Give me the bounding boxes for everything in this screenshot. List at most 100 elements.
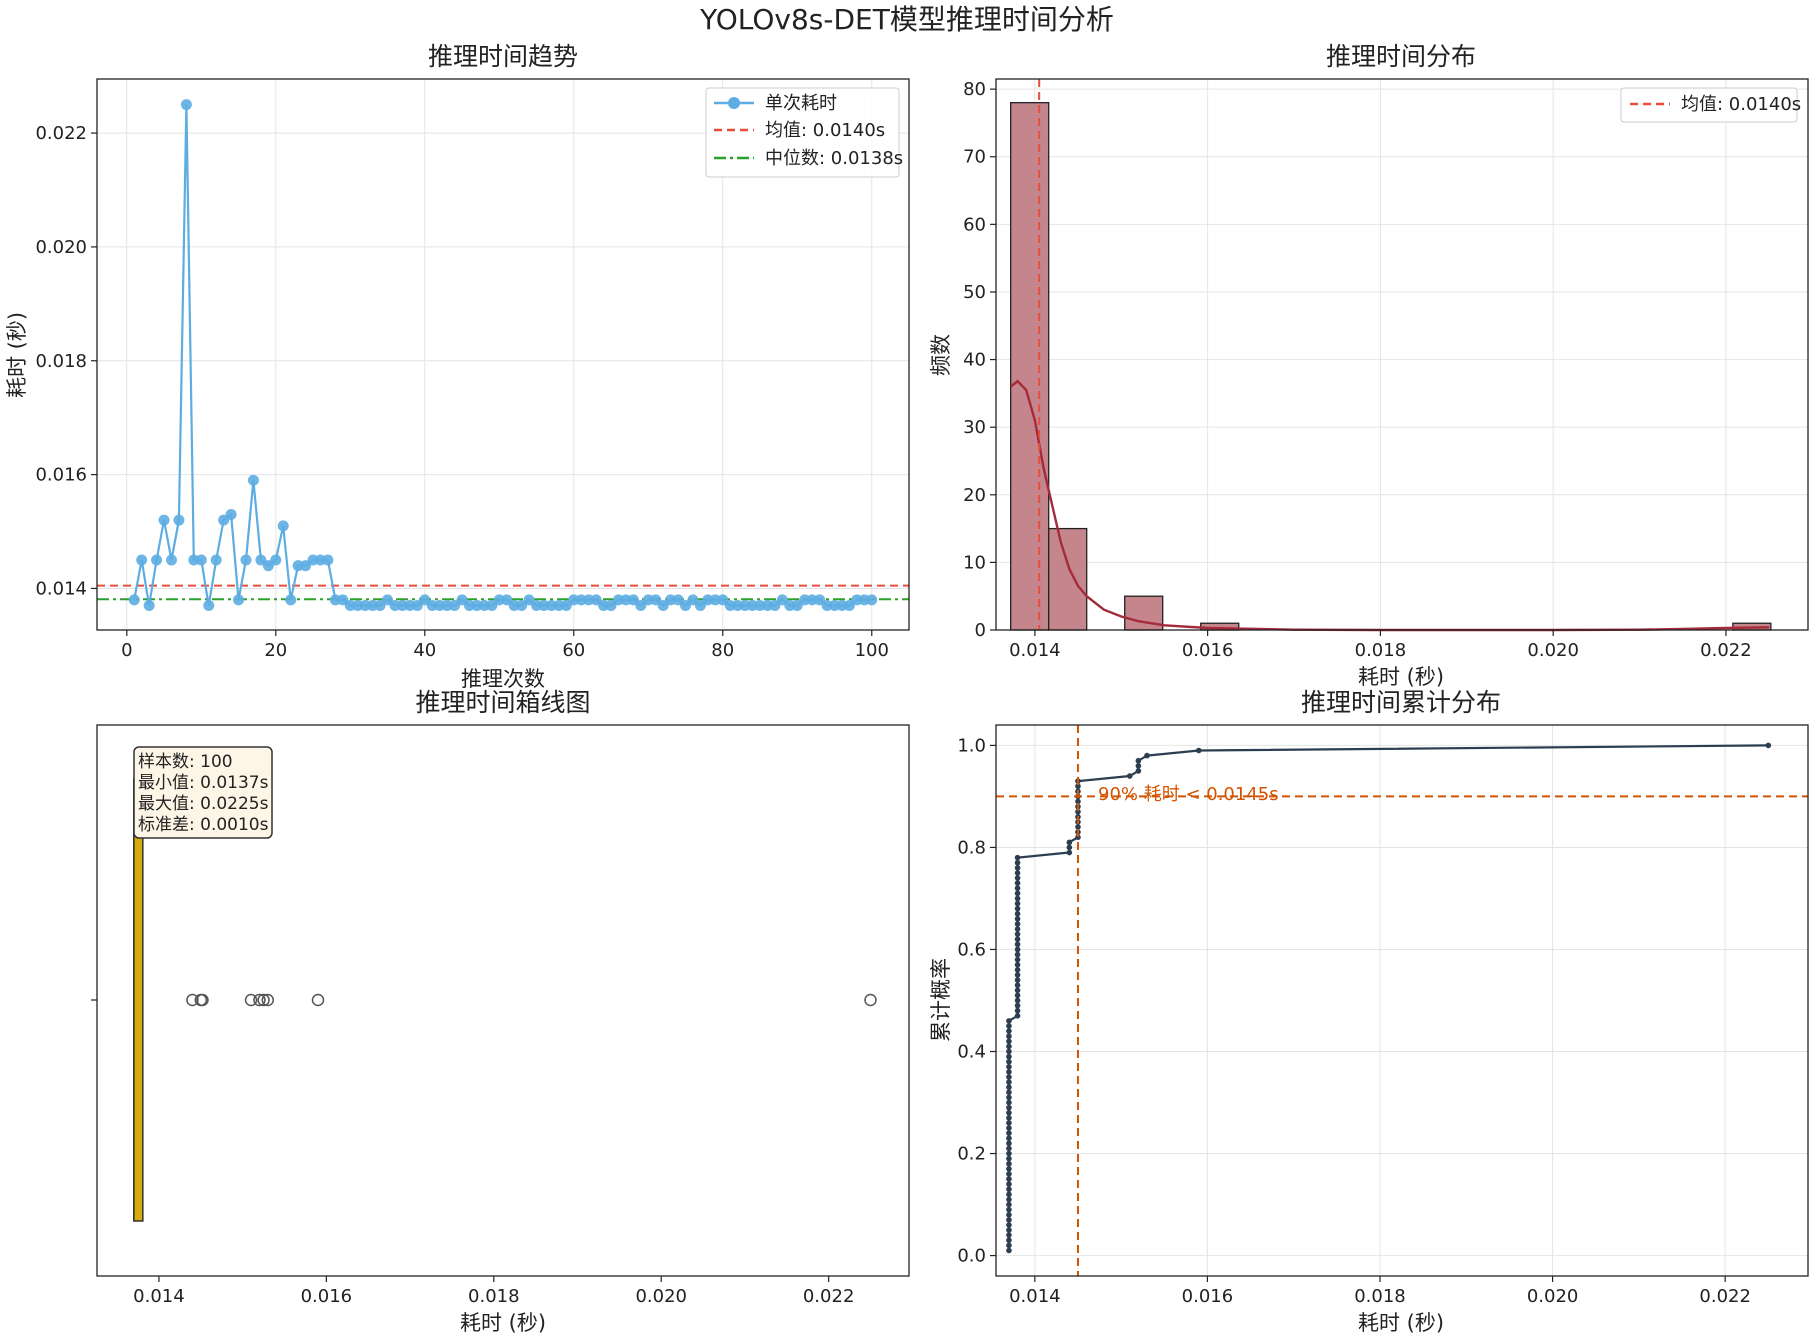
- trend-point: [516, 600, 528, 612]
- trend-point: [560, 600, 572, 612]
- histogram-chart: 推理时间分布 0.014 0.016 0.018 0.020 0.022 0 10 20 30 4…: [929, 42, 1809, 689]
- y-tick-label: 0.8: [957, 837, 986, 858]
- hist-title: 推理时间分布: [1326, 42, 1476, 71]
- x-tick-label: 0: [121, 640, 132, 661]
- cdf-point: [1006, 1048, 1012, 1055]
- cdf-point: [1014, 854, 1021, 861]
- stats-box: 样本数: 100 最小值: 0.0137s 最大值: 0.0225s 标准差: …: [133, 746, 273, 839]
- x-tick-label: 100: [855, 640, 889, 661]
- cdf-point: [1006, 1237, 1012, 1244]
- boxplot-chart: 推理时间箱线图 0.014 0.016 0.018 0.020 0.022 耗时 (秒)…: [91, 688, 910, 1335]
- cdf-point: [1006, 1140, 1012, 1147]
- cdf-point: [1006, 1115, 1012, 1121]
- cdf-point: [1006, 1176, 1012, 1182]
- trend-point: [151, 554, 163, 566]
- cdf-point: [1006, 1171, 1012, 1177]
- outlier-point: [257, 993, 270, 1007]
- trend-point: [158, 514, 170, 526]
- cdf-point: [1006, 1155, 1012, 1162]
- cdf-point: [1006, 1099, 1012, 1106]
- trend-point: [165, 554, 177, 566]
- outlier-point: [261, 993, 275, 1007]
- cdf-point: [1006, 1227, 1012, 1233]
- trend-point: [776, 594, 788, 606]
- trend-point: [635, 600, 647, 612]
- y-tick-label: 40: [963, 350, 986, 371]
- trend-point: [814, 594, 826, 606]
- trend-point: [523, 594, 535, 606]
- y-tick-label: 0.2: [957, 1144, 986, 1165]
- trend-chart: 推理时间趋势 0 20 40 60 80 100 0.014 0.016 0.018 0.020 0…: [5, 42, 910, 691]
- stats-sample-count: 样本数: 100: [138, 752, 233, 772]
- trend-point: [501, 594, 513, 606]
- cdf-point: [1006, 1191, 1012, 1198]
- y-tick-label: 0.020: [35, 237, 87, 258]
- figure-title: YOLOv8s-DET模型推理时间分析: [699, 3, 1114, 36]
- plot-area: [996, 79, 1808, 630]
- cdf-point: [1006, 1084, 1012, 1091]
- trend-point: [143, 600, 155, 612]
- cdf-point: [1014, 880, 1021, 886]
- trend-point: [233, 594, 245, 606]
- outlier-point: [253, 993, 266, 1007]
- y-tick-label: 20: [963, 485, 986, 506]
- cdf-point: [1014, 916, 1021, 922]
- trend-point: [225, 508, 237, 520]
- x-tick-label: 40: [413, 640, 436, 661]
- cdf-point: [1135, 763, 1142, 769]
- legend-label-single: 单次耗时: [765, 93, 837, 114]
- cdf-point: [1066, 839, 1073, 846]
- trend-point: [255, 554, 267, 566]
- cdf-point: [1006, 1094, 1012, 1101]
- y-tick-label: 0.018: [35, 351, 87, 372]
- outlier-point: [244, 993, 258, 1007]
- cdf-point: [1006, 1109, 1012, 1116]
- cdf-point: [1126, 773, 1133, 779]
- cdf-point: [1135, 757, 1142, 764]
- cdf-point: [1135, 768, 1142, 774]
- trend-point: [382, 594, 394, 606]
- cdf-point: [1014, 1002, 1021, 1009]
- cdf-point: [1006, 1028, 1012, 1034]
- cdf-point: [1006, 1074, 1012, 1080]
- y-tick-label: 0.022: [35, 123, 87, 144]
- legend-label-mean: 均值: 0.0140s: [765, 120, 885, 141]
- cdf-point: [1075, 824, 1081, 830]
- cdf-point: [1006, 1186, 1012, 1193]
- x-tick-label: 20: [264, 640, 287, 661]
- trend-point: [866, 594, 878, 606]
- trend-point: [680, 600, 692, 612]
- trend-point: [456, 594, 468, 606]
- cdf-point: [1014, 865, 1021, 871]
- stats-box-frame: [133, 746, 273, 839]
- cdf-point: [1006, 1211, 1012, 1218]
- trend-point: [672, 594, 684, 606]
- legend-key-single-marker: [728, 97, 740, 109]
- x-tick-label: 0.016: [1182, 1286, 1234, 1307]
- trend-point: [650, 594, 662, 606]
- trend-point: [262, 560, 274, 572]
- legend-label-median: 中位数: 0.0138s: [765, 148, 903, 169]
- stats-max: 最大值: 0.0225s: [138, 794, 269, 814]
- cdf-point: [1075, 808, 1081, 815]
- cdf-point: [1014, 931, 1021, 937]
- trend-point: [210, 554, 222, 566]
- cdf-point: [1066, 844, 1073, 851]
- cdf-chart: 推理时间累计分布 0.014 0.016 0.018 0.020 0.022 0.0 0.2…: [929, 688, 1809, 1335]
- cdf-point: [1006, 1247, 1012, 1254]
- trend-point: [769, 600, 781, 612]
- cdf-point: [1006, 1053, 1012, 1060]
- trend-point: [180, 99, 192, 111]
- x-tick-label: 0.016: [301, 1286, 353, 1307]
- x-tick-label: 0.022: [803, 1286, 855, 1307]
- cdf-point: [1006, 1201, 1012, 1208]
- trend-point: [337, 594, 349, 606]
- x-tick-label: 0.016: [1182, 640, 1234, 661]
- x-tick-label: 0.018: [468, 1286, 520, 1307]
- x-tick-label: 80: [711, 640, 734, 661]
- cdf-point: [1014, 859, 1021, 866]
- x-tick-label: 0.014: [1009, 640, 1061, 661]
- trend-point: [247, 474, 259, 486]
- cdf-point: [1006, 1145, 1012, 1152]
